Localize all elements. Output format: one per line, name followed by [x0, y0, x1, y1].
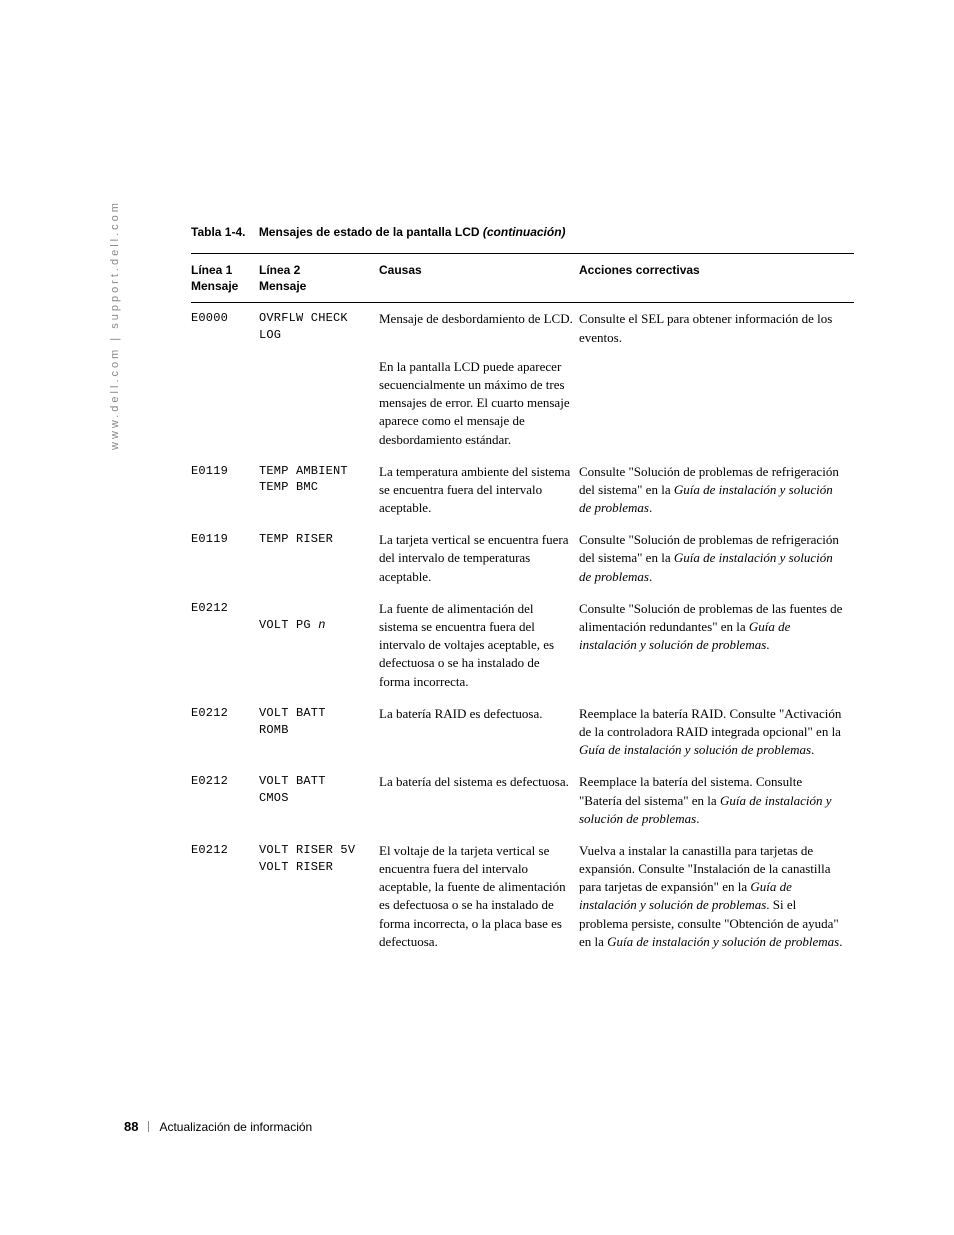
cell-cause-sub: En la pantalla LCD puede aparecer secuen…: [379, 354, 579, 456]
table-row: En la pantalla LCD puede aparecer secuen…: [191, 354, 854, 456]
act-pre: Vuelva a instalar la canastilla para tar…: [579, 843, 831, 894]
cell-cause: La batería RAID es defectuosa.: [379, 698, 579, 767]
cell-cause: La tarjeta vertical se encuentra fuera d…: [379, 524, 579, 593]
cell-action: Vuelva a instalar la canastilla para tar…: [579, 835, 854, 958]
table-header-row: Línea 1 Mensaje Línea 2 Mensaje Causas A…: [191, 254, 854, 303]
cell-action: Reemplace la batería RAID. Consulte "Act…: [579, 698, 854, 767]
caption-cont: (continuación): [483, 225, 566, 239]
cell-action: Consulte "Solución de problemas de refri…: [579, 456, 854, 525]
page-number: 88: [124, 1119, 138, 1134]
cell-cause: Mensaje de desbordamiento de LCD.: [379, 303, 579, 354]
cell-action: Consulte "Solución de problemas de las f…: [579, 593, 854, 698]
act-i1: Guía de instalación y solución de proble…: [579, 742, 811, 757]
act-pre: Consulte "Solución de problemas de las f…: [579, 601, 842, 634]
cell-l2: VOLT BATT ROMB: [259, 698, 379, 767]
act-pre: Reemplace la batería RAID. Consulte "Act…: [579, 706, 841, 739]
cell-l2: TEMP AMBIENT TEMP BMC: [259, 456, 379, 525]
cell-l2: TEMP RISER: [259, 524, 379, 593]
th-causes: Causas: [379, 254, 579, 303]
footer-section: Actualización de información: [159, 1120, 312, 1134]
cell-action: Consulte "Solución de problemas de refri…: [579, 524, 854, 593]
act-i2: Guía de instalación y solución de proble…: [607, 934, 839, 949]
cell-l2: OVRFLW CHECK LOG: [259, 303, 379, 354]
th-l1b: Mensaje: [191, 279, 238, 293]
table-row: E0212 VOLT RISER 5V VOLT RISER El voltaj…: [191, 835, 854, 958]
table-row: E0212 VOLT PG n La fuente de alimentació…: [191, 593, 854, 698]
lcd-messages-table: Línea 1 Mensaje Línea 2 Mensaje Causas A…: [191, 253, 854, 958]
th-l2b: Mensaje: [259, 279, 306, 293]
th-actions: Acciones correctivas: [579, 254, 854, 303]
l2-pre: VOLT PG: [259, 618, 318, 632]
page-footer: 88 Actualización de información: [124, 1119, 312, 1134]
table-row: E0212 VOLT BATT CMOS La batería del sist…: [191, 766, 854, 835]
cell-cause: La temperatura ambiente del sistema se e…: [379, 456, 579, 525]
act-post: .: [649, 569, 652, 584]
table-row: E0119 TEMP AMBIENT TEMP BMC La temperatu…: [191, 456, 854, 525]
cell-l2: VOLT BATT CMOS: [259, 766, 379, 835]
table-row: E0000 OVRFLW CHECK LOG Mensaje de desbor…: [191, 303, 854, 354]
cell-cause: El voltaje de la tarjeta vertical se enc…: [379, 835, 579, 958]
th-line2: Línea 2 Mensaje: [259, 254, 379, 303]
cell-l1: E0212: [191, 593, 259, 698]
table-row: E0212 VOLT BATT ROMB La batería RAID es …: [191, 698, 854, 767]
cell-cause: La batería del sistema es defectuosa.: [379, 766, 579, 835]
cell-l2: VOLT PG n: [259, 593, 379, 698]
footer-separator: [148, 1121, 149, 1132]
cell-action: Reemplace la batería del sistema. Consul…: [579, 766, 854, 835]
act-post: .: [811, 742, 814, 757]
cell-l1: E0119: [191, 456, 259, 525]
caption-prefix: Tabla 1-4.: [191, 225, 245, 239]
cell-action: Consulte el SEL para obtener información…: [579, 303, 854, 354]
act-post: .: [766, 637, 769, 652]
th-line1: Línea 1 Mensaje: [191, 254, 259, 303]
sidebar-url: www.dell.com | support.dell.com: [109, 200, 121, 450]
table-row: E0119 TEMP RISER La tarjeta vertical se …: [191, 524, 854, 593]
cell-l1: E0212: [191, 698, 259, 767]
cell-l1: E0212: [191, 766, 259, 835]
cell-l1: E0000: [191, 303, 259, 354]
main-content: Tabla 1-4. Mensajes de estado de la pant…: [191, 225, 854, 958]
act-post: .: [649, 500, 652, 515]
table-caption: Tabla 1-4. Mensajes de estado de la pant…: [191, 225, 854, 239]
cell-l2: VOLT RISER 5V VOLT RISER: [259, 835, 379, 958]
th-l1a: Línea 1: [191, 263, 232, 277]
cell-l1: E0212: [191, 835, 259, 958]
cell-l1: E0119: [191, 524, 259, 593]
l2-i: n: [318, 618, 325, 632]
th-l2a: Línea 2: [259, 263, 300, 277]
cell-cause: La fuente de alimentación del sistema se…: [379, 593, 579, 698]
act-post: .: [696, 811, 699, 826]
caption-title: Mensajes de estado de la pantalla LCD: [259, 225, 480, 239]
act-post: .: [839, 934, 842, 949]
